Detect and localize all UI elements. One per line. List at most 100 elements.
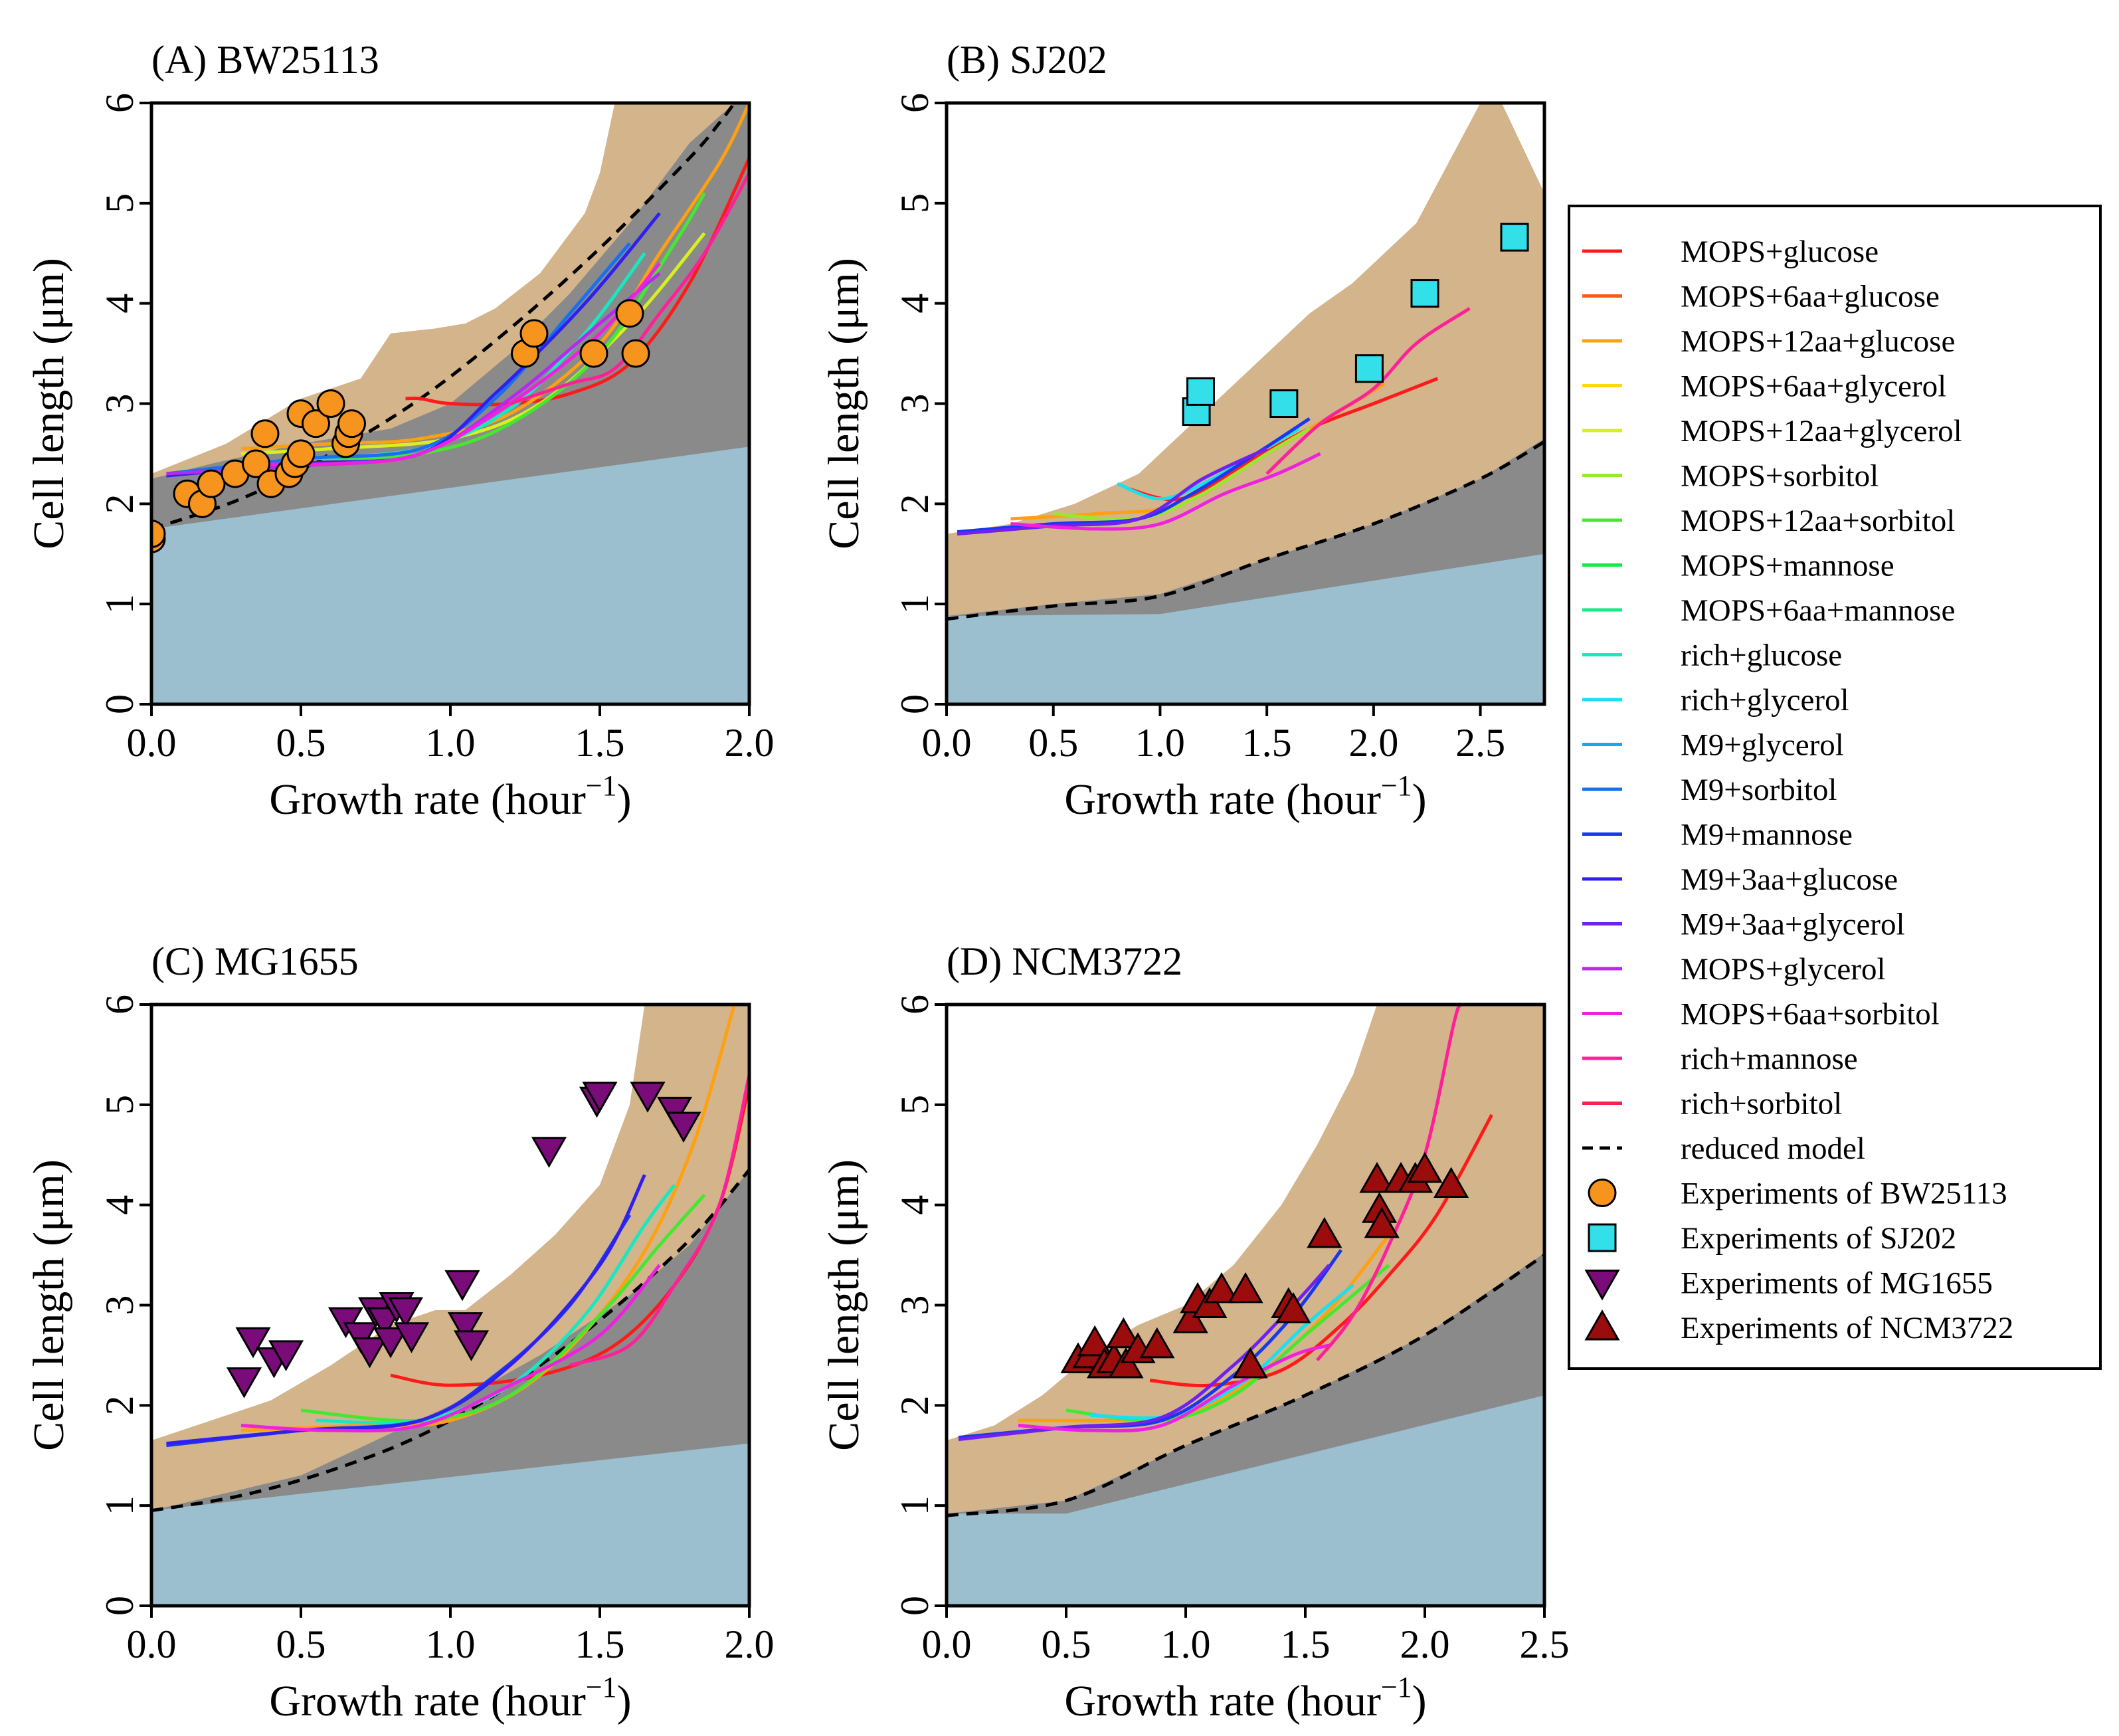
curve-M9+3aa+glucose (166, 1174, 646, 1446)
legend-label: MOPS+12aa+glycerol (1681, 414, 1962, 448)
y-tick-label: 0 (893, 694, 937, 714)
legend: MOPS+glucose MOPS+6aa+glucose MOPS+12aa+gl… (1568, 205, 2102, 1370)
x-axis-label: Growth rate (hour−1) (269, 769, 631, 824)
legend-box (1568, 205, 2102, 1370)
y-tick-label: 1 (98, 1495, 141, 1515)
x-tick-label: 1.0 (1135, 721, 1185, 765)
x-tick-label: 1.5 (1281, 1622, 1331, 1666)
curve-rich+mannose (1316, 1005, 1463, 1362)
data-point (621, 339, 650, 368)
x-tick-label: 2.0 (1400, 1622, 1450, 1666)
curve-rich+glucose (316, 1184, 676, 1425)
reduced-model-line (947, 1254, 1544, 1517)
legend-label: MOPS+sorbitol (1681, 459, 1879, 494)
data-point (615, 299, 644, 328)
data-point (351, 1337, 388, 1369)
data-point (242, 449, 270, 478)
data-point (250, 419, 280, 448)
legend-label: rich+glycerol (1681, 683, 1849, 718)
data-point (1410, 279, 1439, 308)
data-point (286, 439, 316, 468)
curve-rich+mannose (509, 172, 749, 405)
data-point (1354, 354, 1384, 383)
panel-4: 0.0 0.5 1.0 1.5 2.0 2.5 0 1 2 3 4 5 6 (D) NCM3722 Grow… (820, 939, 1569, 1725)
x-axis-label: Growth rate (hour−1) (269, 1671, 631, 1725)
y-tick-label: 4 (893, 1195, 937, 1215)
x-tick-label: 0.5 (276, 1622, 326, 1666)
y-tick-label: 0 (893, 1596, 937, 1616)
blue-band (947, 1395, 1544, 1606)
y-tick-label: 3 (98, 1296, 141, 1315)
data-point (1433, 1167, 1469, 1198)
reduced-model-line (947, 440, 1544, 621)
y-tick-label: 5 (98, 193, 141, 213)
data-point (582, 1082, 618, 1113)
curve-MOPS+12aa+glucose (1018, 1234, 1390, 1423)
x-tick-label: 1.5 (1242, 721, 1292, 765)
data-point (151, 520, 166, 549)
x-axis-label: Growth rate (hour−1) (1064, 1671, 1426, 1725)
legend-marker (1588, 1223, 1617, 1252)
plot-area (151, 1005, 749, 1606)
legend-marker (1584, 1270, 1620, 1301)
panel-title: (B) SJ202 (947, 38, 1107, 82)
legend-label: MOPS+glycerol (1681, 952, 1886, 987)
data-point (519, 319, 549, 348)
y-tick-label: 6 (98, 93, 141, 113)
data-point (1228, 1272, 1263, 1303)
y-tick-label: 5 (893, 193, 937, 213)
legend-label: MOPS+6aa+glucose (1681, 280, 1940, 314)
data-point (1364, 1206, 1400, 1238)
x-tick-label: 0.0 (922, 1622, 972, 1666)
legend-label: MOPS+mannose (1681, 549, 1894, 583)
legend-marker (1584, 1309, 1620, 1341)
legend-label: MOPS+12aa+glucose (1681, 324, 1955, 359)
legend-label: M9+sorbitol (1681, 773, 1837, 807)
data-point (343, 1322, 379, 1353)
data-point (1077, 1325, 1113, 1357)
data-point (393, 1322, 430, 1353)
y-tick-label: 4 (98, 1195, 141, 1215)
plot-area (947, 103, 1544, 704)
panel-title: (D) NCM3722 (947, 939, 1182, 983)
y-tick-label: 6 (98, 995, 141, 1014)
data-point (268, 1340, 304, 1371)
curve-MOPS+6aa+sorbitol (1018, 1343, 1330, 1433)
legend-label: rich+mannose (1681, 1042, 1858, 1076)
x-tick-label: 2.5 (1455, 721, 1505, 765)
curve-MOPS+sorbitol (1053, 427, 1311, 522)
data-point (447, 1312, 484, 1343)
y-tick-label: 1 (893, 1495, 937, 1515)
curve-MOPS+6aa+sorbitol (240, 262, 661, 466)
x-tick-label: 0.5 (1028, 721, 1078, 765)
panel-title: (A) BW25113 (151, 38, 379, 82)
y-tick-label: 2 (893, 1395, 937, 1415)
panels: 0.0 0.5 1.0 1.5 2.0 0 1 2 3 4 5 6 (A) BW25113 Growth … (25, 38, 1569, 1725)
legend-label: M9+3aa+glycerol (1681, 908, 1905, 942)
legend-label: M9+3aa+glucose (1681, 862, 1898, 897)
y-axis-label: Cell length (μm) (820, 1159, 868, 1451)
data-point (316, 389, 345, 418)
x-tick-label: 2.0 (1348, 721, 1398, 765)
legend-label-exp_mg: Experiments of MG1655 (1681, 1266, 1993, 1301)
legend-label: MOPS+6aa+sorbitol (1681, 997, 1940, 1032)
blue-band (151, 446, 749, 704)
y-tick-label: 3 (893, 394, 937, 414)
x-tick-label: 1.0 (1161, 1622, 1211, 1666)
data-point (1269, 389, 1299, 418)
curve-M9+3aa+glycerol (957, 447, 1268, 536)
data-point (1108, 1347, 1144, 1379)
y-tick-label: 3 (98, 394, 141, 414)
y-tick-label: 3 (893, 1296, 937, 1315)
legend-label-exp_bw: Experiments of BW25113 (1681, 1177, 2007, 1211)
data-point (1232, 1347, 1268, 1379)
panel-1: 0.0 0.5 1.0 1.5 2.0 0 1 2 3 4 5 6 (A) BW25113 Growth … (25, 38, 774, 824)
legend-marker (1588, 1179, 1617, 1207)
data-point (444, 1270, 480, 1302)
curve-MOPS+glucose (405, 157, 749, 407)
x-tick-label: 0.0 (127, 1622, 177, 1666)
legend-label-reduced: reduced model (1681, 1131, 1865, 1166)
y-tick-label: 1 (98, 594, 141, 614)
blue-band (151, 1443, 749, 1606)
legend-label-exp_sj: Experiments of SJ202 (1681, 1221, 1956, 1256)
